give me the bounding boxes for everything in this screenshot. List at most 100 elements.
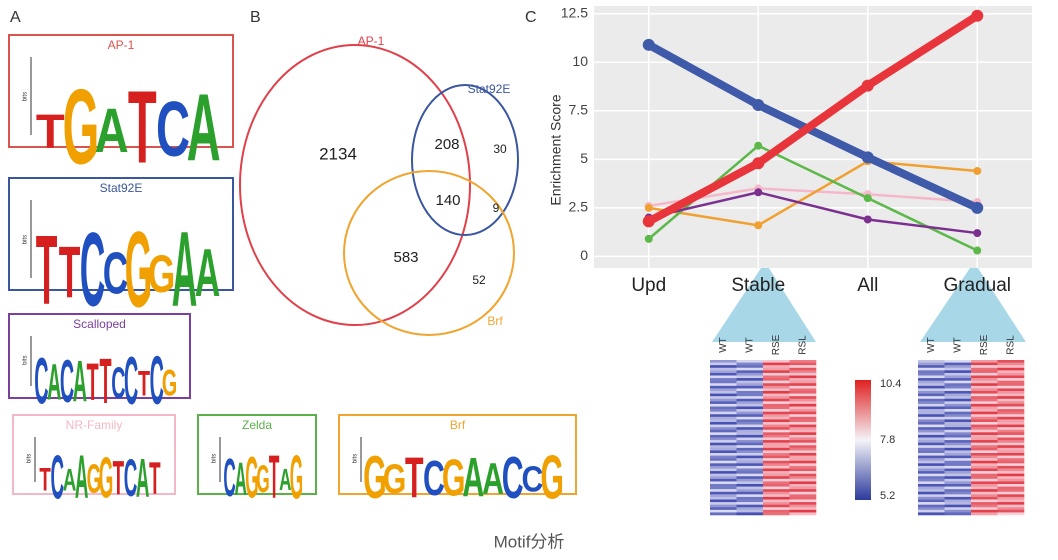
heatmap-column-label: WT (718, 337, 729, 353)
heatmap-cell (763, 367, 790, 371)
logo-letter: A (195, 236, 221, 311)
series-point (644, 234, 653, 243)
heatmap-cell (789, 491, 817, 495)
heatmap-cell (763, 391, 790, 394)
heatmap-cell (918, 372, 945, 376)
series-point (863, 194, 872, 203)
heatmap-cell (944, 476, 972, 480)
heatmap-cell (918, 409, 945, 412)
logo-letter: G (148, 244, 176, 304)
logo-letter: C (156, 85, 190, 172)
heatmap-cell (997, 380, 1025, 384)
heatmap-cell (918, 509, 945, 513)
heatmap-cell (997, 424, 1025, 428)
heatmap-cell (918, 463, 945, 467)
heatmap-cell (997, 447, 1025, 451)
heatmap-cell (789, 388, 817, 392)
heatmap-cell (736, 360, 764, 363)
heatmap-cell (944, 491, 972, 495)
heatmap-cell (736, 401, 764, 405)
heatmap-cell (710, 406, 737, 410)
heatmap-cell (789, 362, 817, 366)
heatmap-cell (736, 391, 764, 394)
heatmap-cell (736, 512, 764, 516)
heatmap-cell (997, 494, 1025, 498)
logo-letter: T (59, 232, 81, 314)
venn-count: 9 (493, 201, 500, 215)
heatmap-cell (944, 471, 972, 474)
x-tick-label: Gradual (943, 275, 1011, 296)
heatmap-cell (789, 434, 817, 438)
heatmap-cell (944, 507, 972, 511)
heatmap-cell (789, 414, 817, 418)
logo-letter: T (87, 352, 99, 412)
heatmap-cell (918, 375, 945, 379)
heatmap-cell (944, 409, 972, 412)
heatmap-cell (763, 437, 790, 441)
heatmap-cell (997, 442, 1025, 446)
heatmap-cell (736, 473, 764, 477)
logo-letter: C (522, 460, 544, 500)
heatmap-cell (789, 442, 817, 446)
logo-letter: G (540, 444, 564, 513)
heatmap-cell (736, 367, 764, 371)
heatmap-cell (736, 489, 764, 493)
heatmap-cell (710, 442, 737, 446)
heatmap-cell (763, 489, 790, 493)
heatmap-cell (918, 388, 945, 392)
heatmap-cell (763, 476, 790, 480)
logo-letter: A (187, 74, 221, 181)
heatmap-cell (736, 442, 764, 446)
heatmap-cell (944, 512, 972, 516)
heatmap-cell (789, 380, 817, 384)
heatmap-cell (944, 442, 972, 446)
heatmap-cell (736, 502, 764, 505)
heatmap-cell (789, 391, 817, 394)
heatmap-cell (736, 429, 764, 433)
y-tick-label: 10 (572, 53, 588, 69)
heatmap-cell (971, 502, 998, 505)
heatmap-cell (710, 471, 737, 474)
heatmap-cell (997, 496, 1025, 500)
heatmap-cell (918, 393, 945, 397)
heatmap-cell (971, 409, 998, 412)
heatmap-cell (918, 432, 945, 436)
heatmap-cell (944, 458, 972, 462)
heatmap-cell (710, 409, 737, 412)
heatmap-cell (789, 473, 817, 477)
venn-set (411, 84, 519, 236)
heatmap-cell (944, 427, 972, 431)
motif-logo: TGA T CA (36, 66, 221, 186)
series-point (754, 221, 763, 230)
heatmap-cell (736, 507, 764, 511)
heatmap-cell (763, 471, 790, 474)
series-point (754, 188, 763, 197)
heatmap-cell (710, 440, 737, 443)
heatmap-cell (971, 476, 998, 480)
heatmap-column-label: RSL (1005, 335, 1016, 355)
logo-letter: A (172, 209, 198, 328)
heatmap-cell (918, 442, 945, 446)
logo-letter: C (124, 343, 138, 419)
zoom-triangle (920, 262, 1026, 342)
heatmap-cell (997, 372, 1025, 376)
logo-letter: T (113, 451, 124, 505)
heatmap-cell (789, 396, 817, 400)
heatmap-cell (789, 496, 817, 500)
series-point (861, 79, 874, 92)
heatmap-cell (918, 507, 945, 511)
heatmap-cell (997, 465, 1025, 469)
heatmap-cell (710, 403, 737, 407)
heatmap-cell (789, 378, 817, 381)
heatmap-cell (710, 486, 737, 490)
heatmap-cell (971, 445, 998, 449)
series-line (647, 187, 979, 208)
heatmap-cell (789, 416, 817, 420)
heatmap-cell (997, 414, 1025, 418)
heatmap-cell (971, 375, 998, 379)
heatmap-cell (736, 414, 764, 418)
series-point (644, 203, 653, 212)
heatmap-cell (789, 365, 817, 369)
